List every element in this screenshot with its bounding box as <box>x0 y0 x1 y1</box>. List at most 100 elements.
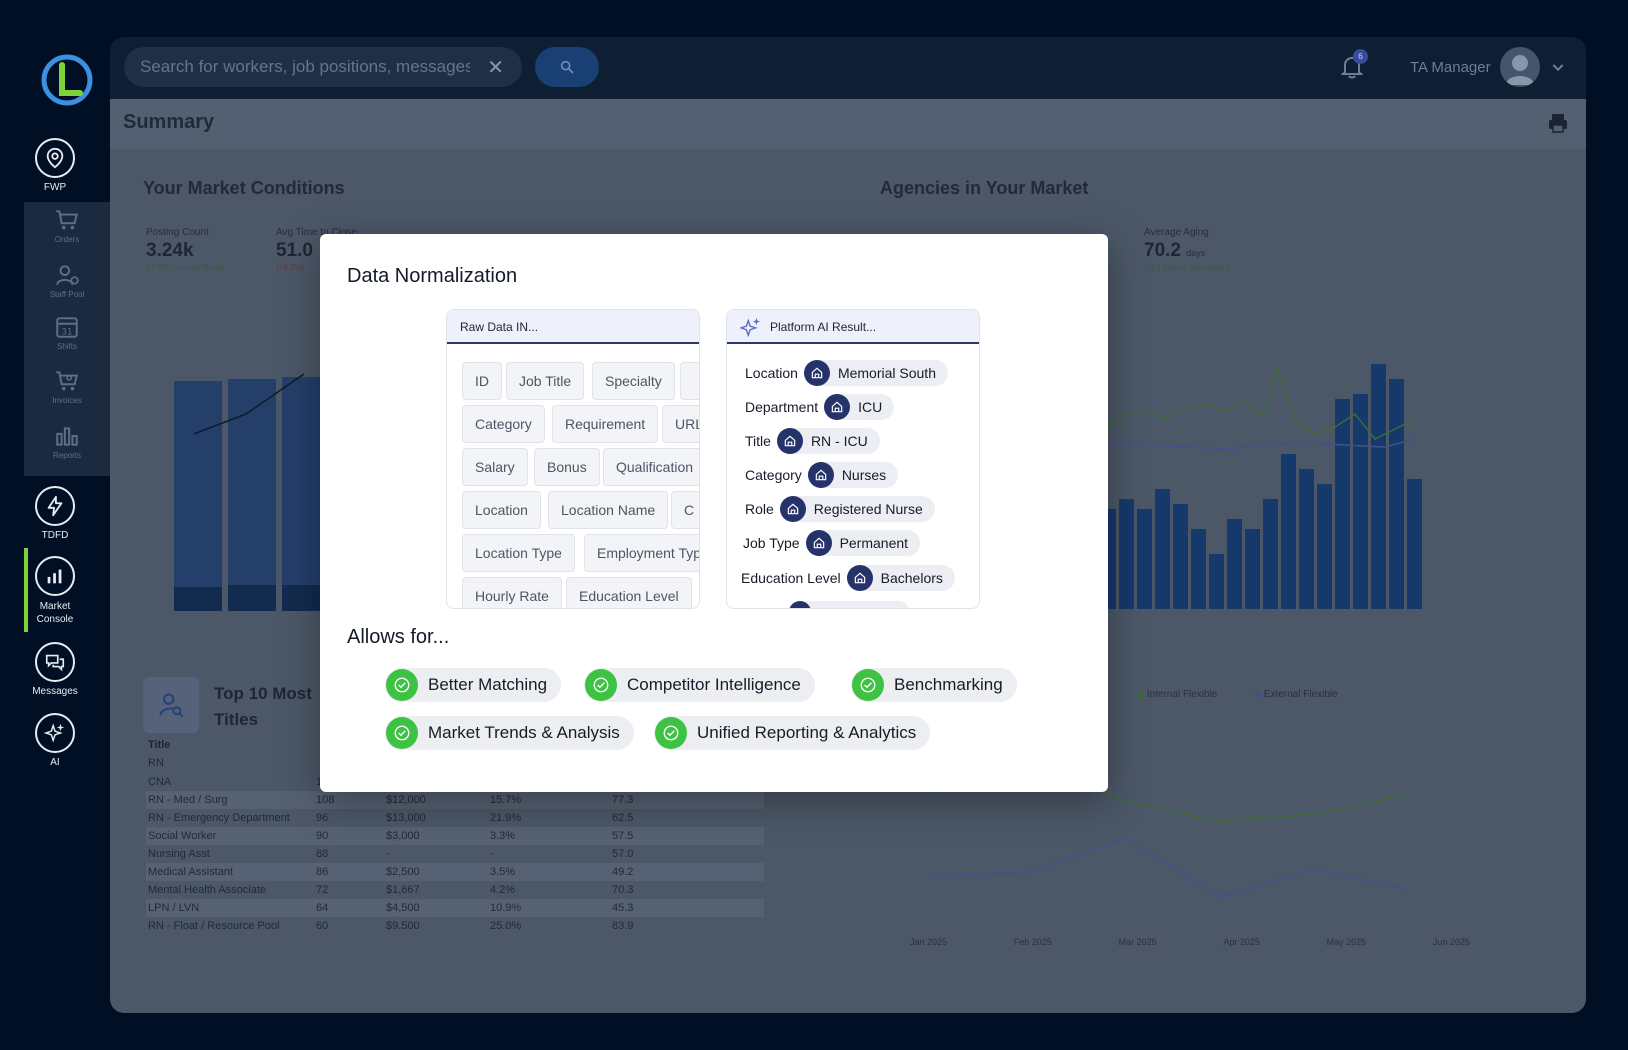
nav-market-console[interactable]: Market Console <box>0 556 110 626</box>
nav-shifts[interactable]: 31 Shifts <box>24 314 110 351</box>
table-cell: 25.0% <box>490 920 522 932</box>
raw-chip: Employment Type <box>584 534 699 572</box>
table-cell: 49.2 <box>612 866 634 878</box>
table-cell: LPN / LVN <box>148 902 200 914</box>
nav-messages[interactable]: Messages <box>0 642 110 697</box>
table-cell: 72 <box>316 884 329 896</box>
bar <box>1389 379 1404 609</box>
ai-value: Registered Nurse <box>813 501 923 517</box>
search-button[interactable] <box>535 47 599 87</box>
close-icon[interactable]: ✕ <box>487 57 504 79</box>
benefit-competitor-intelligence: Competitor Intelligence <box>584 668 815 702</box>
ai-value-pill: Permanent <box>805 530 921 556</box>
ai-row-location: Location Memorial South <box>745 360 948 386</box>
bar <box>1317 484 1332 609</box>
ai-result-header: Platform AI Result... <box>727 310 979 344</box>
nav-ai[interactable]: AI <box>0 713 110 768</box>
print-icon[interactable] <box>1546 111 1570 135</box>
raw-chip: Job Title <box>506 362 585 400</box>
chevron-down-icon[interactable] <box>1550 59 1566 75</box>
bar <box>1245 529 1260 609</box>
notification-badge: 6 <box>1353 49 1368 64</box>
modal-title: Data Normalization <box>347 265 518 287</box>
ai-value-pill: Bachelors <box>846 565 955 591</box>
kpi-time-to-close: Avg Time to Close 51.0 (+3.3%) <box>276 227 357 273</box>
table-cell: 90 <box>316 830 329 842</box>
table-cell: 64 <box>316 902 329 914</box>
table-cell: 60 <box>316 920 329 932</box>
nav-orders[interactable]: Orders <box>24 207 110 244</box>
sidebar: FWP Orders Staff Pool 31 Shifts Invoices… <box>0 0 110 1050</box>
month-label: Apr 2025 <box>1223 937 1260 947</box>
building-icon <box>815 469 827 481</box>
nav-staff-pool[interactable]: Staff Pool <box>24 262 110 299</box>
ai-field: Location <box>745 365 798 381</box>
raw-chip: Location Type <box>462 534 575 572</box>
app-logo[interactable] <box>40 53 94 107</box>
ai-row-category: Category Nurses <box>745 462 899 488</box>
agencies-bar-chart <box>1065 364 1422 609</box>
search-input[interactable] <box>140 57 470 77</box>
nav-fwp[interactable]: FWP <box>0 138 110 193</box>
table-cell: 96 <box>316 812 329 824</box>
table-cell: $9,500 <box>386 920 420 932</box>
benefit-label: Benchmarking <box>894 675 1003 694</box>
person-search-icon <box>159 693 184 718</box>
raw-data-header: Raw Data IN... <box>447 310 699 344</box>
nav-invoices[interactable]: Invoices <box>24 368 110 405</box>
content-header: Summary <box>110 99 1586 149</box>
bars <box>1065 364 1422 609</box>
search-bar: ✕ <box>124 47 522 87</box>
bar-chart-icon <box>56 427 78 446</box>
kpi-posting-value: 3.24k <box>146 240 194 261</box>
table-row: Medical Assistant 86 $2,500 3.5% 49.2 <box>146 863 764 881</box>
user-icon <box>1506 55 1534 85</box>
table-row: RN - Emergency Department 96 $13,000 21.9% 6… <box>146 809 764 827</box>
kpi-posting-count: Posting Count 3.24k (-6.5%) vs Last Mont… <box>146 227 224 273</box>
ai-value: Permanent <box>839 535 909 551</box>
bar <box>1191 529 1206 609</box>
nav-reports[interactable]: Reports <box>24 423 110 460</box>
bar <box>1137 509 1152 609</box>
user-role[interactable]: TA Manager <box>1410 59 1491 76</box>
table-cell: $4,500 <box>386 902 420 914</box>
bar <box>1209 554 1224 609</box>
ai-row-role: Role Registered Nurse <box>745 496 935 522</box>
raw-chip: Location Name <box>548 491 669 529</box>
ai-value-pill: Memorial South <box>803 360 948 386</box>
table-cell: 15.7% <box>490 794 522 806</box>
market-average-line <box>1065 366 1416 440</box>
benefit-label: Unified Reporting & Analytics <box>697 723 917 742</box>
table-cell: $13,000 <box>386 812 426 824</box>
table-cell: 57.5 <box>612 830 634 842</box>
sparkles-icon <box>740 317 761 337</box>
kpi-aging-value: 70.2 days <box>1144 240 1230 262</box>
ai-field: Role <box>745 501 774 517</box>
table-cell: Medical Assistant <box>148 866 233 878</box>
table-header-title: Title <box>148 739 171 751</box>
market-chart-icon <box>47 569 62 584</box>
bar <box>1173 504 1188 609</box>
table-cell: 3.3% <box>490 830 516 842</box>
bell-icon[interactable] <box>1340 54 1364 80</box>
month-label: Jun 2025 <box>1432 937 1470 947</box>
table-cell: 62.5 <box>612 812 634 824</box>
top-titles-table: CNA134$1,24125.4%52.1RN - Med / Surg108$… <box>146 773 764 935</box>
table-row: LPN / LVN 64 $4,500 10.9% 45.3 <box>146 899 764 917</box>
check-icon <box>860 677 876 693</box>
map-pin-icon <box>46 147 64 169</box>
calendar-day: 31 <box>61 328 72 338</box>
ai-field: Education Level <box>741 570 841 586</box>
table-cell: 57.0 <box>612 848 634 860</box>
sparkles-icon <box>44 723 65 743</box>
raw-chip: Education Level <box>566 577 692 608</box>
allows-title: Allows for... <box>347 626 450 648</box>
ai-row-partial <box>789 601 909 608</box>
table-cell: 88 <box>316 848 329 860</box>
avatar[interactable] <box>1500 47 1540 87</box>
table-first-row: RN <box>148 757 164 769</box>
building-icon <box>854 572 865 584</box>
nav-tdfd[interactable]: TDFD <box>0 486 110 541</box>
raw-chip <box>680 362 699 400</box>
kpi-posting-label: Posting Count <box>146 227 209 238</box>
